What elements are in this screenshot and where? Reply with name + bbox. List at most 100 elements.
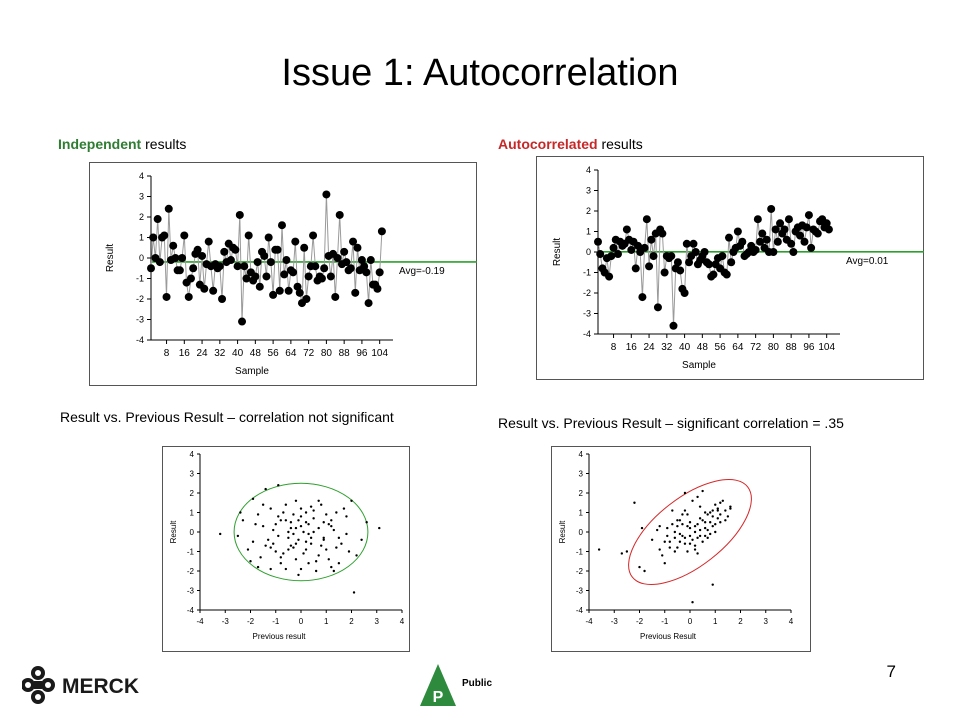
data-point xyxy=(733,227,742,236)
data-point xyxy=(193,245,202,254)
data-point xyxy=(147,264,155,273)
x-tick-label: 88 xyxy=(339,348,351,359)
x-tick-label: -3 xyxy=(611,617,619,626)
x-tick-label: 0 xyxy=(299,617,304,626)
data-point xyxy=(304,548,308,551)
y-tick-label: 4 xyxy=(190,450,195,459)
data-point xyxy=(688,526,692,530)
x-tick-label: 72 xyxy=(303,348,315,359)
x-tick-label: 88 xyxy=(786,342,798,353)
data-point xyxy=(658,229,667,238)
data-point xyxy=(284,286,293,295)
left-caption: Result vs. Previous Result – correlation… xyxy=(60,409,394,425)
data-point xyxy=(349,237,358,246)
data-point xyxy=(164,204,173,213)
y-tick-label: 1 xyxy=(139,233,144,243)
data-point xyxy=(236,534,240,538)
data-point xyxy=(660,268,669,277)
data-point xyxy=(317,274,326,283)
data-point xyxy=(698,517,702,520)
data-point xyxy=(260,251,269,260)
x-tick-label: 56 xyxy=(715,342,727,353)
data-point xyxy=(698,528,702,532)
data-point xyxy=(269,507,272,510)
y-tick-label: 1 xyxy=(586,227,591,237)
data-point xyxy=(277,484,280,487)
data-point xyxy=(264,487,267,491)
x-tick-label: -2 xyxy=(636,617,644,626)
data-point xyxy=(294,499,298,502)
data-point xyxy=(279,519,282,522)
data-point xyxy=(696,536,699,540)
chart-frame xyxy=(551,446,811,652)
data-point xyxy=(703,534,707,538)
data-point xyxy=(705,260,714,269)
data-point xyxy=(609,243,618,252)
x-tick-label: 8 xyxy=(611,342,617,353)
data-point xyxy=(189,264,198,273)
data-point xyxy=(703,521,707,524)
x-tick-label: 2 xyxy=(738,617,743,626)
data-point xyxy=(149,233,158,242)
data-point xyxy=(771,225,780,234)
data-point xyxy=(709,270,718,279)
data-point xyxy=(279,562,282,565)
data-point xyxy=(373,284,382,293)
data-point xyxy=(256,565,260,569)
data-point xyxy=(706,536,709,540)
x-tick-label: 104 xyxy=(818,342,835,353)
slide-title: Issue 1: Autocorrelation xyxy=(281,52,679,94)
y-axis-label: Result xyxy=(105,244,116,273)
x-tick-label: 1 xyxy=(324,617,329,626)
data-point xyxy=(309,536,313,540)
data-point xyxy=(325,548,328,551)
data-point xyxy=(266,538,270,541)
data-point xyxy=(240,262,249,271)
data-point xyxy=(162,292,171,301)
y-tick-label: -4 xyxy=(583,329,591,339)
y-tick-label: -3 xyxy=(576,587,584,596)
data-point xyxy=(691,499,694,502)
data-point xyxy=(215,262,224,271)
data-point xyxy=(597,548,601,551)
data-point xyxy=(287,536,290,540)
page-number: 7 xyxy=(886,662,896,681)
data-point xyxy=(307,532,310,536)
right-heading: Autocorrelated results xyxy=(498,136,643,152)
data-point xyxy=(668,540,671,543)
data-point xyxy=(716,509,719,512)
data-point xyxy=(314,560,318,563)
data-point xyxy=(683,509,687,512)
data-point xyxy=(345,515,348,518)
data-point xyxy=(680,289,689,297)
data-point xyxy=(681,513,684,516)
data-point xyxy=(607,252,616,261)
data-point xyxy=(673,550,677,553)
data-point xyxy=(711,515,714,518)
data-point xyxy=(186,274,195,283)
data-point xyxy=(693,544,697,547)
data-point xyxy=(647,235,656,244)
data-point xyxy=(330,524,333,528)
data-point xyxy=(294,526,298,530)
data-point xyxy=(277,515,280,518)
confidence-ellipse xyxy=(233,482,369,582)
data-point xyxy=(362,268,371,277)
data-point xyxy=(813,229,822,238)
data-point xyxy=(711,509,714,512)
data-point xyxy=(242,274,251,283)
data-point xyxy=(804,211,813,220)
data-point xyxy=(711,524,714,528)
data-point xyxy=(364,299,373,308)
data-point xyxy=(317,499,320,502)
data-point xyxy=(345,532,348,536)
data-point xyxy=(289,526,293,530)
data-point xyxy=(784,215,793,224)
data-point xyxy=(153,215,162,224)
data-point xyxy=(322,538,325,541)
data-point xyxy=(700,248,709,256)
data-point xyxy=(693,524,697,528)
data-point xyxy=(269,567,272,571)
data-point xyxy=(304,511,308,514)
data-point xyxy=(678,540,682,543)
